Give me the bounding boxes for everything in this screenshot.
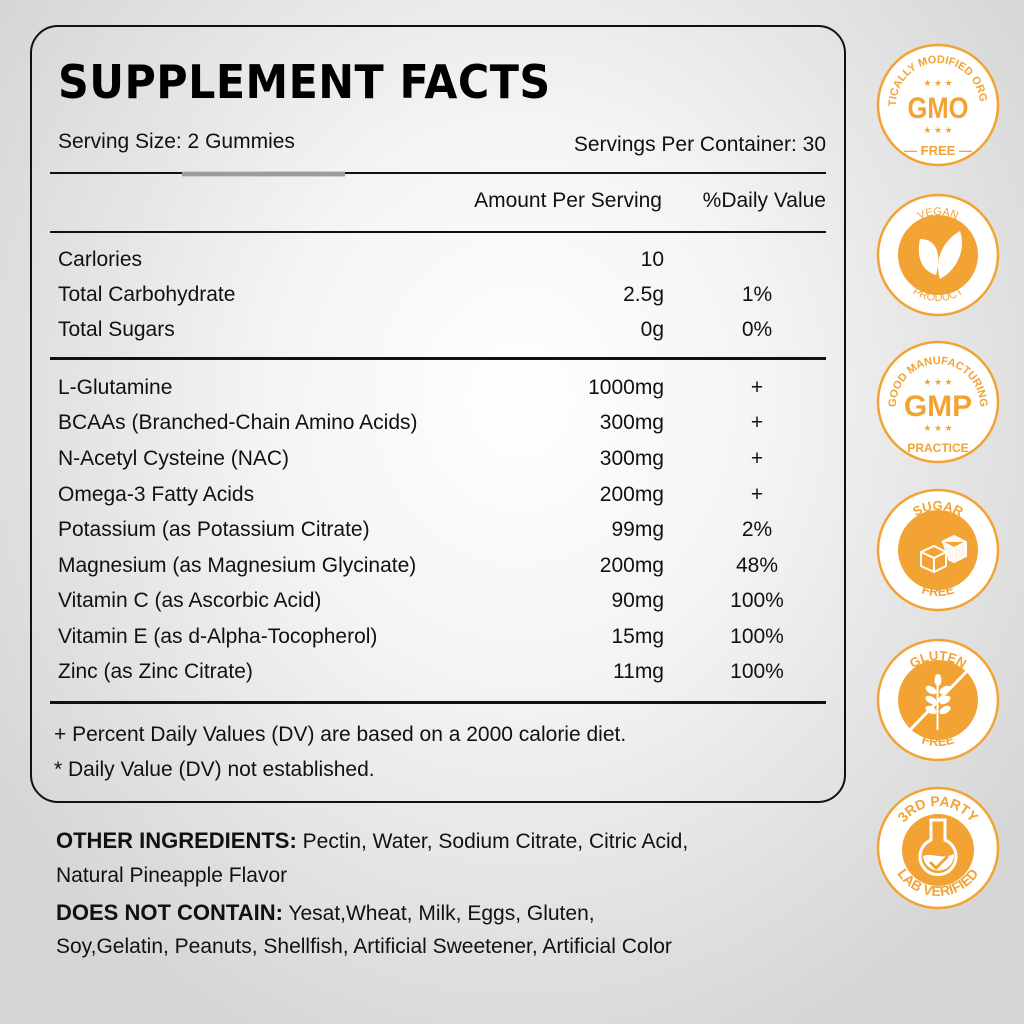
table-row: Vitamin E (as d-Alpha-Tocopherol) 15mg 1…: [58, 625, 826, 655]
nutrient-amount: 99mg: [611, 518, 664, 541]
footnote-dv-not-established: * Daily Value (DV) not established.: [54, 758, 375, 781]
wheat-crossed-icon: [908, 668, 970, 732]
svg-text:FREE: FREE: [920, 731, 956, 749]
table-row: Omega-3 Fatty Acids 200mg +: [58, 483, 826, 513]
does-not-contain-line2: Soy,Gelatin, Peanuts, Shellfish, Artific…: [56, 935, 672, 958]
table-row: Vitamin C (as Ascorbic Acid) 90mg 100%: [58, 589, 826, 619]
table-row: Total Sugars 0g 0%: [58, 318, 826, 348]
nutrient-amount: 0g: [640, 318, 664, 341]
nutrient-amount: 1000mg: [588, 376, 664, 399]
nutrient-dv: 48%: [735, 554, 779, 577]
nutrient-amount: 15mg: [611, 625, 664, 648]
table-row: L-Glutamine 1000mg +: [58, 376, 826, 406]
svg-text:— FREE —: — FREE —: [904, 143, 972, 158]
daily-value-header: %Daily Value: [702, 189, 826, 212]
nutrient-name: Vitamin C (as Ascorbic Acid): [58, 589, 322, 612]
svg-text:★ ★ ★: ★ ★ ★: [923, 78, 952, 88]
does-not-contain: DOES NOT CONTAIN: Yesat,Wheat, Milk, Egg…: [56, 900, 595, 926]
other-ingredients-text: Pectin, Water, Sodium Citrate, Citric Ac…: [296, 830, 689, 853]
leaves-icon: [918, 231, 962, 279]
nutrient-dv: +: [750, 376, 764, 399]
divider: [50, 231, 826, 233]
svg-text:FREE: FREE: [920, 581, 956, 599]
gmo-text-icon: GMO: [908, 91, 969, 124]
table-row: N-Acetyl Cysteine (NAC) 300mg +: [58, 447, 826, 477]
svg-text:PRODUCT: PRODUCT: [911, 285, 966, 304]
nutrient-amount: 90mg: [611, 589, 664, 612]
footnote-dv-basis: + Percent Daily Values (DV) are based on…: [54, 723, 627, 746]
nutrient-dv: 2%: [741, 518, 773, 541]
nutrient-amount: 300mg: [599, 411, 664, 434]
nutrient-amount: 2.5g: [623, 283, 664, 306]
nutrient-name: Magnesium (as Magnesium Glycinate): [58, 554, 417, 577]
nutrient-name: Total Carbohydrate: [58, 283, 236, 306]
servings-per-container: Servings Per Container: 30: [573, 133, 826, 156]
supplement-facts-panel: SUPPLEMENT FACTS Serving Size: 2 Gummies…: [30, 25, 846, 803]
nutrient-dv: +: [750, 447, 764, 470]
svg-text:★ ★ ★: ★ ★ ★: [923, 377, 952, 387]
flask-check-icon: [918, 818, 958, 877]
gmp-badge: GOOD MANUFACTURING ★ ★ ★ GMP ★ ★ ★ PRACT…: [876, 340, 1000, 464]
gmo-free-badge: GENETICALLY MODIFIED ORGANISM ★ ★ ★ GMO …: [876, 43, 1000, 167]
divider: [50, 701, 826, 704]
nutrient-dv: 100%: [730, 660, 784, 683]
other-ingredients: OTHER INGREDIENTS: Pectin, Water, Sodium…: [56, 828, 688, 854]
nutrient-name: Zinc (as Zinc Citrate): [58, 660, 253, 683]
nutrient-amount: 200mg: [599, 483, 664, 506]
nutrient-name: Potassium (as Potassium Citrate): [58, 518, 370, 541]
vegan-product-badge: VEGAN PRODUCT: [876, 193, 1000, 317]
nutrient-dv: 100%: [730, 589, 784, 612]
does-not-contain-label: DOES NOT CONTAIN:: [56, 900, 283, 925]
nutrient-amount: 11mg: [613, 660, 664, 683]
sugar-cubes-icon: [920, 534, 967, 574]
svg-text:PRACTICE: PRACTICE: [907, 441, 968, 455]
nutrient-name: Carlories: [58, 248, 143, 271]
gluten-free-badge: GLUTEN FREE: [876, 638, 1000, 762]
divider-accent: [182, 171, 345, 177]
nutrient-amount: 300mg: [599, 447, 664, 470]
table-row: Total Carbohydrate 2.5g 1%: [58, 283, 826, 313]
nutrient-dv: 1%: [741, 283, 773, 306]
nutrient-dv: 100%: [730, 625, 784, 648]
nutrient-name: Vitamin E (as d-Alpha-Tocopherol): [58, 625, 378, 648]
lab-verified-badge: 3RD PARTY LAB VERIFIED: [876, 786, 1000, 910]
table-row: Zinc (as Zinc Citrate) 11mg 100%: [58, 660, 826, 690]
panel-title: SUPPLEMENT FACTS: [58, 55, 551, 109]
svg-text:★ ★ ★: ★ ★ ★: [923, 125, 952, 135]
table-row: BCAAs (Branched-Chain Amino Acids) 300mg…: [58, 411, 826, 441]
nutrient-name: BCAAs (Branched-Chain Amino Acids): [58, 411, 418, 434]
gmp-text-icon: GMP: [904, 390, 972, 423]
sugar-free-badge: SUGAR FREE: [876, 488, 1000, 612]
divider: [50, 172, 826, 174]
svg-text:VEGAN: VEGAN: [916, 206, 960, 222]
nutrient-amount: 10: [640, 248, 664, 271]
table-row: Magnesium (as Magnesium Glycinate) 200mg…: [58, 554, 826, 584]
nutrient-name: Omega-3 Fatty Acids: [58, 483, 255, 506]
table-row: Potassium (as Potassium Citrate) 99mg 2%: [58, 518, 826, 548]
nutrient-amount: 200mg: [599, 554, 664, 577]
nutrient-dv: 0%: [741, 318, 773, 341]
svg-text:SUGAR: SUGAR: [910, 498, 966, 519]
amount-header: Amount Per Serving: [474, 189, 662, 212]
nutrient-name: N-Acetyl Cysteine (NAC): [58, 447, 290, 470]
svg-text:GLUTEN: GLUTEN: [907, 648, 969, 671]
nutrient-name: Total Sugars: [58, 318, 175, 341]
nutrient-name: L-Glutamine: [58, 376, 173, 399]
does-not-contain-text: Yesat,Wheat, Milk, Eggs, Gluten,: [282, 902, 595, 925]
serving-size: Serving Size: 2 Gummies: [58, 130, 295, 153]
other-ingredients-label: OTHER INGREDIENTS:: [56, 828, 297, 853]
table-row: Carlories 10: [58, 248, 826, 278]
nutrient-dv: +: [750, 483, 764, 506]
divider: [50, 357, 826, 360]
nutrient-dv: +: [750, 411, 764, 434]
other-ingredients-line2: Natural Pineapple Flavor: [56, 864, 288, 887]
svg-text:★ ★ ★: ★ ★ ★: [923, 423, 952, 433]
